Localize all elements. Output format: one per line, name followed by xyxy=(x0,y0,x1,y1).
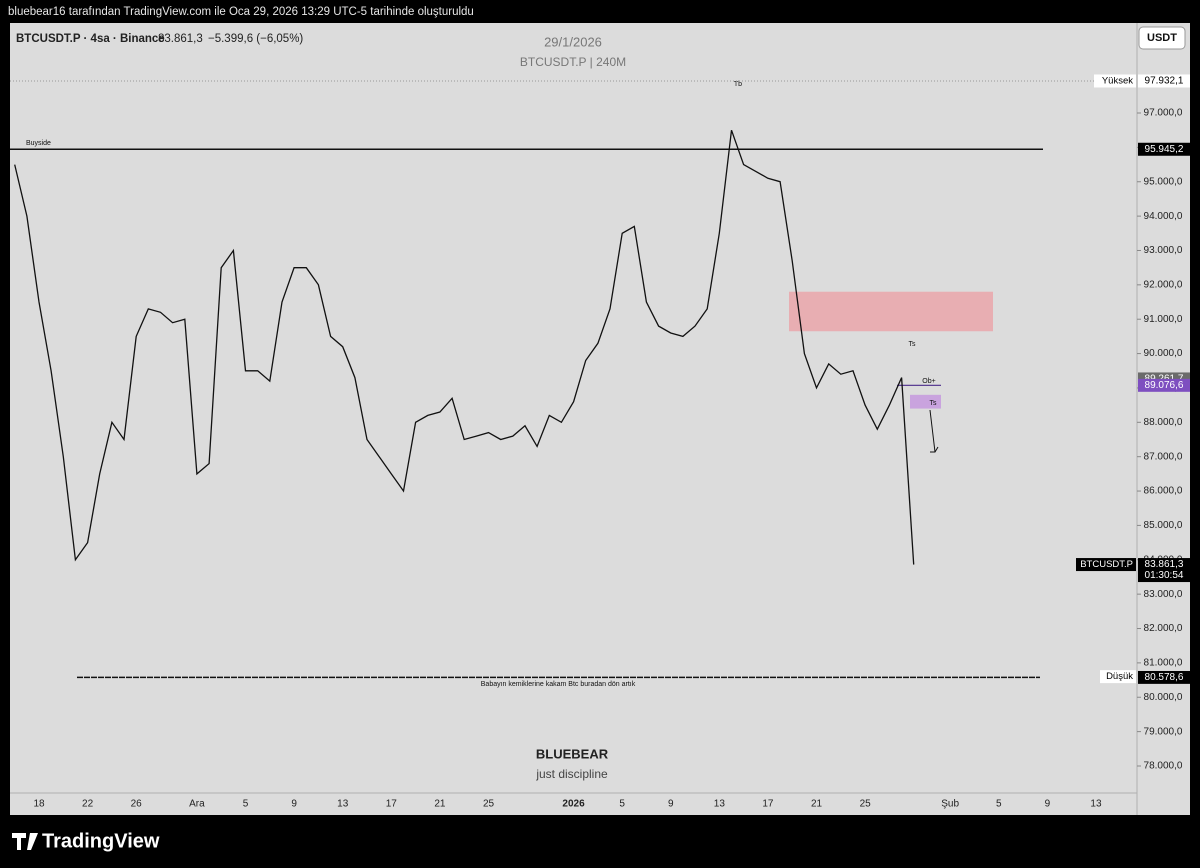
price-title: BTCUSDT.P xyxy=(1080,559,1133,570)
x-tick-label: 9 xyxy=(1045,799,1051,810)
x-tick-label: 18 xyxy=(33,799,45,810)
price-label: 89.076,6 xyxy=(1145,380,1184,391)
chart-panel xyxy=(10,23,1190,815)
arrow xyxy=(929,409,939,453)
watermark-symbol: BTCUSDT.P | 240M xyxy=(520,55,626,69)
price-label-box xyxy=(1138,558,1190,583)
x-tick-label: 5 xyxy=(619,799,625,810)
price-label-box xyxy=(1138,142,1190,156)
y-tick-label: 83.000,0 xyxy=(1144,589,1183,600)
level-label: Babayın kemiklerine kakam Btc buradan dö… xyxy=(481,681,636,688)
x-tick-label: 9 xyxy=(668,799,674,810)
currency[interactable]: USDT xyxy=(1147,32,1177,44)
tagline: just discipline xyxy=(535,767,608,781)
price-label-box xyxy=(1138,378,1190,392)
x-tick-label: 5 xyxy=(996,799,1002,810)
marker-label: Ts xyxy=(909,341,917,348)
y-tick-label: 86.000,0 xyxy=(1144,486,1183,497)
author: BLUEBEAR xyxy=(536,746,609,761)
y-tick-label: 92.000,0 xyxy=(1144,279,1183,290)
y-tick-label: 85.000,0 xyxy=(1144,520,1183,531)
marker-label: Ob+ xyxy=(922,378,935,385)
price-title-box xyxy=(1100,670,1136,684)
x-tick-label: 22 xyxy=(82,799,94,810)
price-label: 80.578,6 xyxy=(1145,672,1184,683)
caption: bluebear16 tarafından TradingView.com il… xyxy=(8,6,474,18)
x-tick-label: 26 xyxy=(131,799,143,810)
price: 83.861,3 xyxy=(158,33,203,45)
price-label-box xyxy=(1138,670,1190,684)
x-tick-label: 21 xyxy=(811,799,823,810)
x-tick-label: 13 xyxy=(337,799,349,810)
y-tick-label: 81.000,0 xyxy=(1144,658,1183,669)
x-tick-label: 25 xyxy=(483,799,495,810)
price-title-box xyxy=(1094,74,1136,88)
y-tick-label: 82.000,0 xyxy=(1144,623,1183,634)
price-label: 83.861,3 xyxy=(1145,559,1184,570)
x-tick-label: 25 xyxy=(860,799,872,810)
level-label: Buyside xyxy=(26,140,51,147)
y-tick-label: 94.000,0 xyxy=(1144,211,1183,222)
x-tick-label: 17 xyxy=(386,799,398,810)
watermark-date: 29/1/2026 xyxy=(544,34,602,49)
y-tick-label: 95.000,0 xyxy=(1144,176,1183,187)
y-tick-label: 93.000,0 xyxy=(1144,245,1183,256)
x-tick-label: Ara xyxy=(189,799,205,810)
y-tick-label: 87.000,0 xyxy=(1144,451,1183,462)
y-tick-label: 79.000,0 xyxy=(1144,726,1183,737)
zone xyxy=(910,394,941,409)
x-tick-label: Şub xyxy=(941,799,959,810)
price-title-box xyxy=(1076,558,1136,572)
price-label-box xyxy=(1138,74,1190,88)
y-tick-label: 78.000,0 xyxy=(1144,761,1183,772)
y-tick-label: 90.000,0 xyxy=(1144,348,1183,359)
price-title: Yüksek xyxy=(1102,75,1133,86)
logo xyxy=(12,833,38,850)
x-tick-label: 2026 xyxy=(562,799,585,810)
y-tick-label: 80.000,0 xyxy=(1144,692,1183,703)
price-label: 97.932,1 xyxy=(1145,76,1184,87)
brand: TradingView xyxy=(42,830,160,852)
change: −5.399,6 (−6,05%) xyxy=(208,33,303,45)
marker-label: Ts xyxy=(930,400,938,407)
price-line xyxy=(14,129,915,565)
zone xyxy=(789,291,993,332)
symbol: BTCUSDT.P · 4sa · Binance xyxy=(16,33,165,45)
x-tick-label: 9 xyxy=(291,799,297,810)
x-tick-label: 21 xyxy=(434,799,446,810)
x-tick-label: 13 xyxy=(714,799,726,810)
x-tick-label: 13 xyxy=(1090,799,1102,810)
currency-button[interactable] xyxy=(1138,26,1186,50)
y-tick-label: 91.000,0 xyxy=(1144,314,1183,325)
x-tick-label: 17 xyxy=(762,799,774,810)
y-tick-label: 88.000,0 xyxy=(1144,417,1183,428)
y-tick-label: 97.000,0 xyxy=(1144,108,1183,119)
price-title: Düşük xyxy=(1106,671,1133,682)
price-label: 95.945,2 xyxy=(1145,144,1184,155)
x-tick-label: 5 xyxy=(243,799,249,810)
marker-label: Tb xyxy=(734,81,742,88)
countdown: 01:30:54 xyxy=(1145,570,1184,581)
